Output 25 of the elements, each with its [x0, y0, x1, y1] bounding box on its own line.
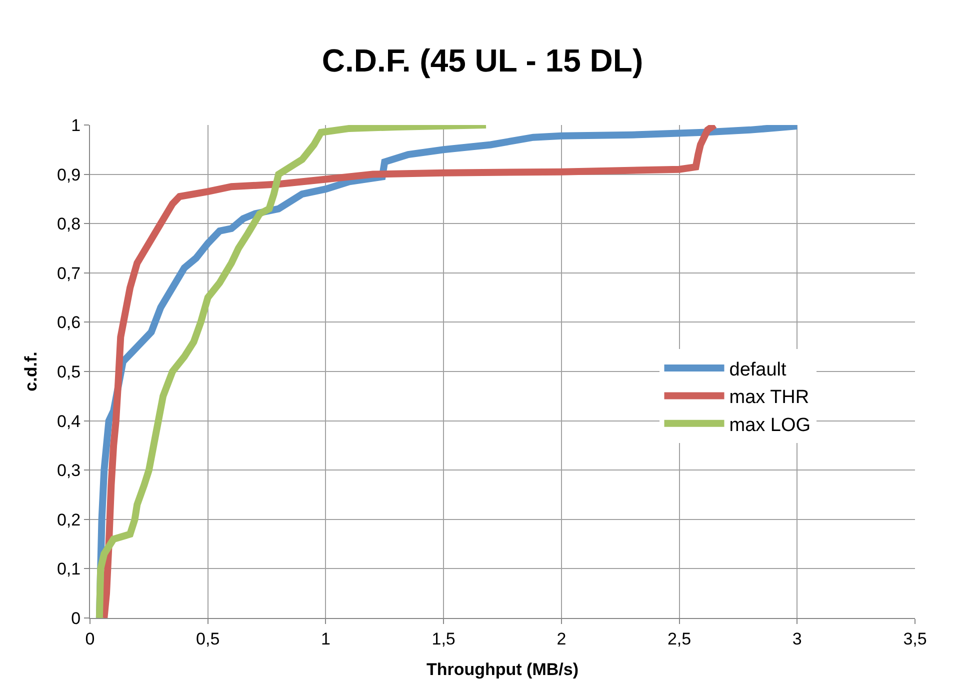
x-tick-label: 2,5: [667, 629, 692, 648]
y-axis-title: c.d.f.: [22, 352, 41, 392]
x-axis-title: Throughput (MB/s): [426, 660, 579, 679]
y-tick-label: 0: [71, 608, 81, 628]
y-tick-label: 0,9: [56, 165, 81, 184]
y-tick-label: 0,1: [56, 560, 81, 579]
x-tick-label: 1,5: [432, 629, 456, 648]
y-tick-label: 0,4: [56, 412, 81, 431]
y-tick-label: 0,7: [56, 264, 81, 283]
x-tick-label: 0,5: [196, 629, 220, 648]
legend-label: max THR: [729, 387, 810, 408]
y-tick-label: 0,3: [56, 461, 81, 480]
y-tick-label: 0,6: [56, 313, 81, 332]
legend-label: max LOG: [729, 414, 811, 436]
x-tick-label: 3: [792, 629, 802, 648]
x-tick-label: 3,5: [903, 629, 927, 648]
chart-title: C.D.F. (45 UL - 15 DL): [322, 42, 644, 78]
y-tick-label: 0,8: [56, 214, 81, 234]
legend-label: default: [729, 359, 788, 380]
y-tick-label: 0,2: [56, 510, 81, 530]
y-tick-label: 1: [71, 116, 81, 135]
x-tick-label: 2: [556, 629, 566, 648]
x-tick-label: 1: [320, 629, 330, 648]
x-tick-label: 0: [85, 629, 95, 648]
y-tick-label: 0,5: [56, 362, 81, 382]
